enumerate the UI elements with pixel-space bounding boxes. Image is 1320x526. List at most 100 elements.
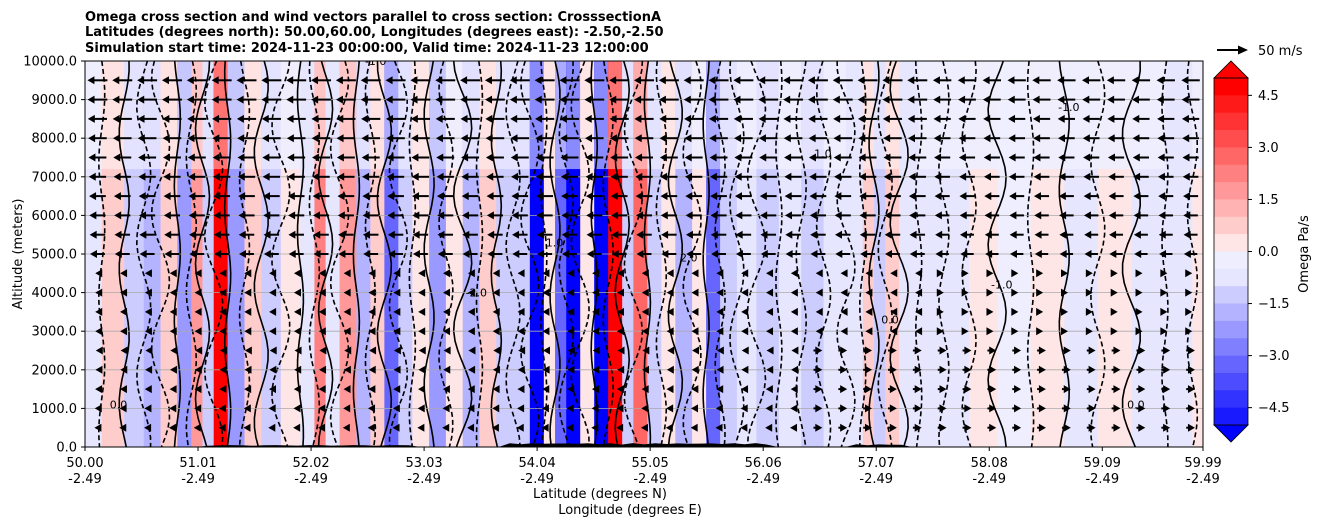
wind-vector-head — [269, 288, 277, 297]
wind-vector-head — [666, 404, 674, 413]
wind-vector-head — [237, 153, 245, 162]
wind-vector-head — [959, 192, 967, 201]
wind-vector-head — [311, 114, 319, 123]
wind-vector-head — [860, 250, 868, 258]
wind-vector-head — [691, 365, 699, 374]
wind-vector-head — [336, 134, 344, 143]
wind-vector-head — [666, 288, 674, 297]
wind-vector-head — [411, 134, 419, 143]
wind-vector-head — [609, 95, 617, 104]
wind-vector-head — [112, 76, 120, 85]
wind-vector-head — [1059, 211, 1067, 220]
wind-vector-head — [1160, 307, 1168, 316]
wind-vector-head — [840, 385, 848, 394]
wind-vector-head — [89, 230, 97, 239]
wind-vector-head — [1113, 423, 1121, 432]
y-tick-label: 6000.0 — [32, 209, 78, 224]
wind-vector-head — [435, 134, 443, 143]
wind-vector-head — [1038, 346, 1046, 355]
wind-vector-head — [542, 288, 550, 297]
wind-vector-head — [491, 423, 499, 432]
wind-vector-head — [517, 269, 525, 278]
wind-vector-head — [961, 327, 969, 336]
wind-vector-head — [1088, 423, 1096, 432]
wind-vector-head — [443, 269, 451, 278]
wind-vector-head — [1163, 423, 1171, 432]
wind-vector-head — [840, 423, 848, 432]
wind-vector-head — [908, 172, 916, 181]
wind-vector-head — [641, 288, 649, 297]
wind-vector-head — [690, 423, 698, 432]
x-tick-label-lon: -2.49 — [520, 472, 554, 487]
x-tick-label-lon: -2.49 — [181, 472, 215, 487]
wind-vector-head — [840, 346, 848, 355]
x-tick-label-lon: -2.49 — [972, 472, 1006, 487]
wind-vector-head — [859, 230, 867, 239]
wind-vector-head — [443, 365, 451, 374]
y-tick-label: 0.0 — [56, 441, 77, 456]
wind-vector-head — [487, 250, 495, 258]
wind-vector-head — [808, 114, 816, 123]
wind-vector-head — [659, 153, 667, 162]
wind-vector-head — [293, 307, 301, 316]
wind-vector-head — [609, 76, 617, 85]
omega-band-upper — [1131, 61, 1166, 170]
omega-band-upper — [244, 61, 262, 170]
omega-band-upper — [143, 61, 162, 170]
wind-vector-head — [294, 346, 302, 355]
wind-vector-head — [840, 404, 848, 413]
wind-vector-head — [591, 423, 599, 432]
colorbar-segment — [1214, 372, 1248, 391]
wind-vector-head — [1131, 76, 1139, 85]
wind-vector-head — [1063, 365, 1071, 374]
wind-vector-head — [137, 76, 145, 85]
wind-vector-head — [1038, 385, 1046, 394]
wind-vector-head — [733, 76, 741, 85]
wind-vector-head — [958, 114, 966, 123]
colorbar-segment — [1214, 164, 1248, 183]
wind-vector-head — [1082, 76, 1090, 85]
wind-vector-head — [467, 307, 475, 316]
wind-vector-head — [360, 95, 368, 104]
wind-vector-head — [516, 423, 524, 432]
colorbar-segment — [1214, 320, 1248, 339]
wind-vector-head — [120, 365, 128, 374]
wind-vector-head — [517, 404, 525, 413]
wind-vector-head — [609, 134, 617, 143]
wind-vector-head — [393, 346, 401, 355]
wind-vector-head — [1082, 134, 1090, 143]
wind-vector-head — [287, 192, 295, 201]
wind-vector-head — [460, 114, 468, 123]
wind-vector-head — [437, 250, 445, 258]
wind-vector-head — [865, 327, 873, 336]
wind-vector-head — [410, 95, 418, 104]
wind-vector-head — [584, 114, 592, 123]
wind-vector-head — [443, 307, 451, 316]
wind-vector-head — [834, 172, 842, 181]
wind-vector-head — [218, 423, 226, 432]
wind-vector-head — [964, 346, 972, 355]
wind-vector-head — [939, 423, 947, 432]
wind-vector-head — [658, 95, 666, 104]
wind-vector-head — [586, 211, 594, 220]
wind-vector-head — [1057, 134, 1065, 143]
wind-vector-head — [187, 114, 195, 123]
wind-vector-head — [95, 385, 103, 394]
wind-vector-head — [634, 114, 642, 123]
wind-vector-head — [790, 307, 798, 316]
wind-vector-head — [932, 76, 940, 85]
wind-vector-head — [1133, 172, 1141, 181]
wind-vector-head — [889, 423, 897, 432]
wind-vector-head — [1182, 153, 1190, 162]
wind-vector-head — [417, 404, 425, 413]
wind-vector-head — [641, 327, 649, 336]
wind-vector-head — [833, 134, 841, 143]
wind-vector-head — [741, 385, 749, 394]
wind-vector-head — [236, 114, 244, 123]
wind-vector-head — [194, 385, 202, 394]
wind-vector-head — [492, 288, 500, 297]
title-line-2: Latitudes (degrees north): 50.00,60.00, … — [85, 25, 664, 40]
omega-band-upper — [543, 61, 556, 170]
wind-vector-head — [882, 95, 890, 104]
wind-vector-head — [293, 404, 301, 413]
